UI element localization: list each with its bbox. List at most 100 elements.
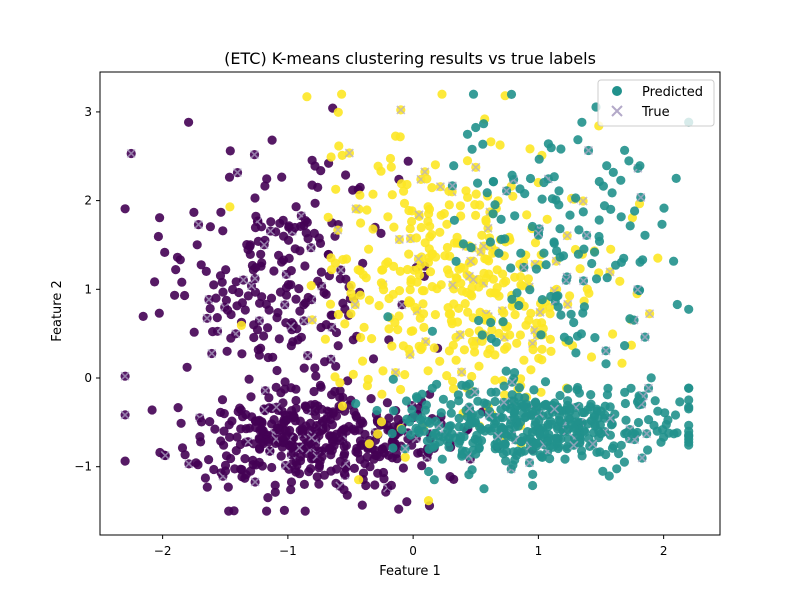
scatter-point xyxy=(195,432,205,442)
true-label-marker xyxy=(265,446,275,456)
scatter-point xyxy=(253,345,263,355)
scatter-point xyxy=(299,479,309,489)
scatter-point xyxy=(490,444,500,454)
scatter-point xyxy=(313,276,323,286)
scatter-point xyxy=(333,309,343,320)
scatter-point xyxy=(507,294,517,304)
scatter-point xyxy=(460,299,470,309)
scatter-point xyxy=(217,395,228,405)
scatter-point xyxy=(458,239,468,249)
scatter-point xyxy=(335,392,345,403)
scatter-point xyxy=(460,446,471,457)
scatter-point xyxy=(346,309,356,319)
scatter-point xyxy=(277,257,287,267)
scatter-point xyxy=(279,505,289,515)
scatter-point xyxy=(514,383,525,393)
scatter-point xyxy=(620,145,630,155)
scatter-point xyxy=(528,345,538,355)
scatter-point xyxy=(306,281,316,291)
scatter-point xyxy=(177,443,188,453)
legend: Predicted True xyxy=(597,79,715,127)
scatter-point xyxy=(431,252,441,262)
scatter-point xyxy=(525,173,536,184)
scatter-point xyxy=(635,161,645,171)
scatter-point xyxy=(341,170,351,180)
scatter-point xyxy=(264,305,274,315)
scatter-point xyxy=(226,453,236,464)
scatter-point xyxy=(530,420,540,430)
scatter-point xyxy=(400,452,410,462)
true-label-marker xyxy=(501,186,512,196)
scatter-point xyxy=(267,135,277,145)
true-label-marker xyxy=(306,243,316,253)
scatter-point xyxy=(507,170,517,180)
scatter-point xyxy=(454,413,464,423)
scatter-point xyxy=(660,408,670,418)
scatter-point xyxy=(309,386,319,397)
scatter-point xyxy=(120,456,130,466)
scatter-point xyxy=(216,207,226,217)
scatter-point xyxy=(358,258,368,268)
true-label-marker xyxy=(484,410,494,420)
true-label-marker xyxy=(303,351,313,361)
scatter-point xyxy=(527,221,538,232)
scatter-point xyxy=(584,288,594,298)
scatter-point xyxy=(617,358,627,368)
scatter-point xyxy=(220,466,231,476)
scatter-point xyxy=(359,322,369,332)
scatter-point xyxy=(291,202,301,212)
true-label-marker xyxy=(333,225,343,235)
scatter-point xyxy=(218,226,228,236)
scatter-point xyxy=(331,361,341,371)
scatter-point xyxy=(237,465,247,475)
scatter-point xyxy=(473,178,483,188)
scatter-point xyxy=(283,280,293,290)
scatter-point xyxy=(297,426,308,436)
scatter-point xyxy=(424,204,435,214)
scatter-point xyxy=(209,464,219,475)
scatter-point xyxy=(619,253,629,263)
scatter-point xyxy=(436,408,446,418)
scatter-point xyxy=(518,401,528,411)
scatter-point xyxy=(319,470,329,480)
true-label-marker xyxy=(457,367,467,377)
scatter-point xyxy=(219,426,229,436)
scatter-point xyxy=(626,340,637,350)
scatter-point xyxy=(545,309,555,319)
true-label-marker xyxy=(642,429,652,439)
scatter-point xyxy=(417,286,427,296)
scatter-point xyxy=(602,273,612,283)
scatter-point xyxy=(446,400,456,410)
scatter-point xyxy=(478,139,488,149)
scatter-point xyxy=(531,406,541,416)
scatter-point xyxy=(405,285,415,295)
scatter-point xyxy=(542,214,552,224)
scatter-point xyxy=(473,396,483,406)
scatter-point xyxy=(404,296,414,306)
scatter-point xyxy=(355,182,365,192)
scatter-point xyxy=(355,266,365,276)
scatter-point xyxy=(262,506,272,516)
scatter-point xyxy=(451,355,461,365)
scatter-point xyxy=(616,175,626,185)
scatter-point xyxy=(467,371,477,382)
scatter-point xyxy=(364,295,374,305)
true-label-marker xyxy=(533,228,543,238)
scatter-point xyxy=(549,172,559,182)
scatter-point xyxy=(555,224,565,234)
scatter-point xyxy=(257,292,267,302)
scatter-point xyxy=(402,414,412,424)
scatter-point xyxy=(321,320,331,330)
scatter-point xyxy=(438,394,448,404)
scatter-point xyxy=(254,457,264,467)
scatter-point xyxy=(224,420,234,430)
data-points xyxy=(120,89,694,516)
true-label-marker xyxy=(466,256,476,266)
scatter-point xyxy=(438,432,448,442)
scatter-point xyxy=(249,332,259,343)
x-tick-label: 0 xyxy=(409,544,417,558)
legend-marker-true xyxy=(611,105,623,117)
scatter-point xyxy=(475,200,485,210)
scatter-point xyxy=(378,366,388,376)
scatter-point xyxy=(462,129,473,139)
